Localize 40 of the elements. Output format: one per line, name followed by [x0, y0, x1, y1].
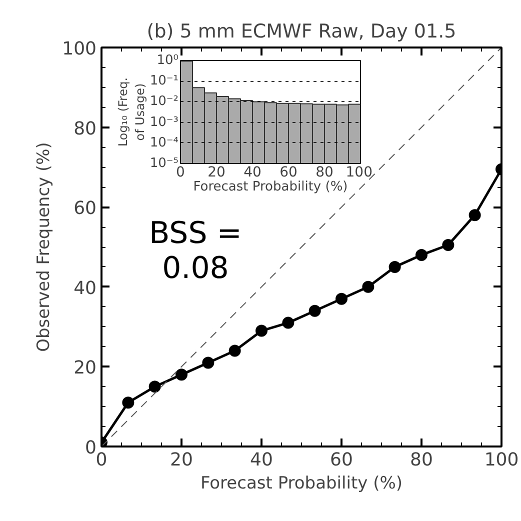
y-tick-label: 10⁻⁴ [150, 135, 179, 150]
x-axis-title: Forecast Probability (%) [193, 180, 348, 194]
y-tick-label: 10⁻¹ [150, 74, 179, 89]
x-tick-label: 40 [244, 164, 262, 180]
chart-title: (b) 5 mm ECMWF Raw, Day 01.5 [146, 20, 456, 42]
x-tick-label: 40 [250, 450, 273, 470]
y-tick-label: 10⁻² [150, 94, 179, 110]
x-tick-label: 80 [316, 164, 334, 180]
point [416, 248, 428, 261]
y-tick-label: 60 [74, 198, 96, 220]
y-tick-label: 20 [74, 358, 96, 379]
point [176, 368, 188, 381]
y-tick-label: 100 [62, 38, 97, 60]
y-tick-label: 80 [74, 118, 96, 140]
x-tick-label: 20 [208, 164, 226, 180]
x-tick-label: 60 [280, 164, 298, 180]
y-tick-label: 40 [74, 278, 96, 299]
x-tick-label: 100 [346, 164, 373, 180]
point [388, 260, 401, 273]
point [362, 280, 374, 293]
point [228, 344, 241, 357]
point [202, 356, 214, 369]
y-tick-label: 10⁻³ [150, 114, 179, 130]
point [336, 292, 348, 305]
y-axis-title: Observed Frequency (%) [34, 142, 54, 352]
point [256, 324, 268, 337]
point [148, 380, 161, 393]
point [308, 304, 321, 317]
point [442, 239, 454, 251]
x-axis-title: Forecast Probability (%) [200, 474, 403, 494]
point [468, 209, 481, 222]
point [282, 316, 294, 329]
y-axis-title: Log₁₀ (Freq. of Usage) [116, 77, 147, 147]
point [122, 396, 134, 409]
x-tick-label: 20 [170, 450, 193, 470]
annotation: BSS = 0.08 [149, 216, 242, 286]
x-tick-label: 60 [330, 450, 353, 470]
x-tick-label: 100 [484, 450, 519, 470]
y-tick-label: 10⁰ [156, 53, 179, 68]
x-tick-label: 80 [410, 450, 433, 470]
